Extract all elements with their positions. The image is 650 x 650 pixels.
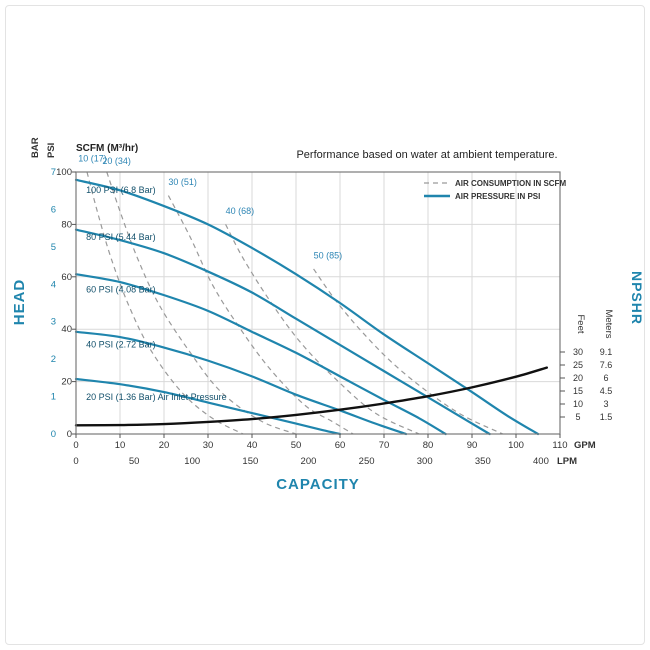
pressure-curve-label-40psi: 40 PSI (2.72 Bar) [86,340,156,350]
feet-tick-label: 25 [573,360,583,370]
psi-tick-label: 0 [67,429,72,440]
scfm-header: SCFM (M³/hr) [76,143,138,154]
gpm-tick-label: 110 [552,440,567,451]
gpm-tick-label: 10 [115,440,126,451]
bar-tick-label: 7 [51,167,56,178]
bar-tick-label: 6 [51,204,56,215]
gpm-tick-label: 0 [73,440,78,451]
gpm-unit-label: GPM [574,440,596,451]
meters-tick-label: 6 [603,373,608,383]
bar-tick-label: 3 [51,317,56,328]
bar-axis-title: BAR [30,137,41,158]
psi-axis-title: PSI [46,143,57,158]
feet-axis-title: Feet [575,314,586,333]
gpm-tick-label: 30 [203,440,214,451]
gpm-tick-label: 80 [423,440,434,451]
npshr-curve [74,366,548,427]
feet-tick-label: 5 [575,412,580,422]
bar-tick-label: 0 [51,429,56,440]
lpm-tick-label: 200 [301,456,317,467]
lpm-tick-label: 150 [242,456,258,467]
chart-title: Performance based on water at ambient te… [296,149,557,161]
feet-tick-label: 10 [573,399,583,409]
pressure-curve-label-60psi: 60 PSI (4.08 Bar) [86,285,156,295]
capacity-axis-title: CAPACITY [276,476,360,493]
meters-tick-label: 3 [603,399,608,409]
air-curve-label-40scfm: 40 (68) [226,206,255,216]
bar-tick-label: 5 [51,242,56,253]
feet-tick-label: 15 [573,386,583,396]
lpm-tick-label: 100 [184,456,200,467]
air-curve-label-50scfm: 50 (85) [314,250,343,260]
lpm-tick-label: 0 [73,456,78,467]
gpm-tick-label: 50 [291,440,302,451]
gpm-tick-label: 20 [159,440,170,451]
air-curve-label-10scfm: 10 (17) [78,154,107,164]
gpm-tick-label: 60 [335,440,346,451]
psi-tick-label: 80 [61,219,72,230]
lpm-tick-label: 400 [533,456,549,467]
gpm-tick-label: 100 [508,440,524,451]
npshr-axis-title: NPSHR [629,271,645,325]
psi-tick-label: 20 [61,377,72,388]
feet-tick-label: 30 [573,347,583,357]
head-axis-title: HEAD [11,279,28,326]
air-curve-30scfm [167,195,354,435]
meters-axis-title: Meters [603,309,614,338]
psi-tick-label: 100 [56,167,72,178]
meters-tick-label: 1.5 [600,412,613,422]
psi-tick-label: 60 [61,272,72,283]
lpm-unit-label: LPM [557,456,577,467]
pressure-curve-label-100psi: 100 PSI (6.8 Bar) [86,185,156,195]
lpm-tick-label: 350 [475,456,491,467]
bar-tick-label: 1 [51,392,56,403]
legend-air-consumption-label: AIR CONSUMPTION IN SCFM [455,179,566,188]
air-curve-label-20scfm: 20 (34) [102,156,131,166]
meters-tick-label: 9.1 [600,347,613,357]
gpm-tick-label: 90 [467,440,478,451]
pressure-curve-40psi [74,330,408,436]
air-curve-label-30scfm: 30 (51) [168,177,197,187]
air-curve-40scfm [225,224,420,435]
air-curve-10scfm [86,171,244,435]
pressure-curve-20psi [74,377,342,436]
lpm-tick-label: 250 [359,456,375,467]
gpm-tick-label: 70 [379,440,390,451]
legend-air-pressure-label: AIR PRESSURE IN PSI [455,192,540,201]
meters-tick-label: 7.6 [600,360,613,370]
psi-tick-label: 40 [61,324,72,335]
lpm-tick-label: 300 [417,456,433,467]
pressure-curve-80psi [74,228,491,436]
pressure-curve-label-80psi: 80 PSI (5.44 Bar) [86,232,156,242]
bar-tick-label: 2 [51,354,56,365]
air-curve-20scfm [106,171,297,435]
lpm-tick-label: 50 [129,456,140,467]
meters-tick-label: 4.5 [600,386,613,396]
bar-tick-label: 4 [51,279,56,290]
gpm-tick-label: 40 [247,440,258,451]
feet-tick-label: 20 [573,373,583,383]
plot-border [75,171,561,435]
pressure-curve-100psi [74,178,540,436]
pressure-curve-label-20psi: 20 PSI (1.36 Bar) Air Inlet Pressure [86,392,227,402]
pressure-curve-60psi [74,273,447,436]
